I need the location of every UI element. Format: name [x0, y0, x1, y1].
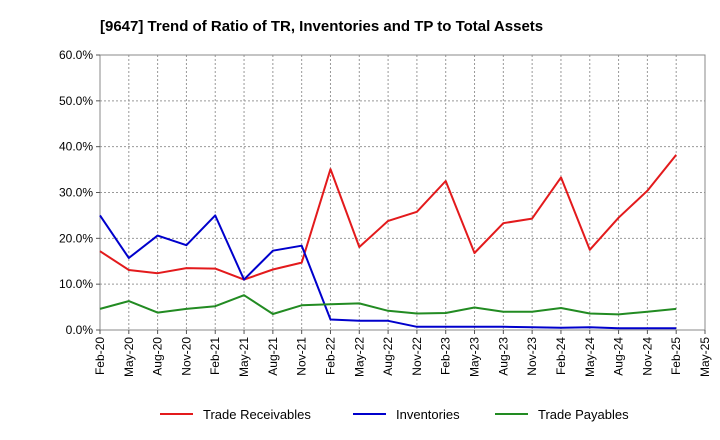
x-tick-label: May-24	[583, 337, 597, 377]
y-tick-label: 10.0%	[59, 277, 93, 291]
y-tick-label: 60.0%	[59, 48, 93, 62]
x-tick-label: Aug-24	[612, 337, 626, 376]
x-tick-label: Aug-23	[496, 337, 510, 376]
legend-label-inventories: Inventories	[396, 407, 460, 422]
legend-label-trade-payables: Trade Payables	[538, 407, 629, 422]
x-tick-label: Aug-21	[266, 337, 280, 376]
y-axis-ticks: 0.0% 10.0% 20.0% 30.0% 40.0% 50.0% 60.0%	[59, 48, 100, 337]
x-tick-label: Feb-20	[93, 337, 107, 375]
y-tick-label: 0.0%	[66, 323, 94, 337]
series-line-trade-receivables	[99, 154, 677, 281]
x-tick-label: May-23	[468, 337, 482, 377]
x-tick-label: Feb-21	[208, 337, 222, 375]
x-tick-label: Feb-25	[669, 337, 683, 375]
x-tick-label: Nov-20	[179, 337, 193, 376]
x-tick-label: May-25	[698, 337, 712, 377]
y-tick-label: 40.0%	[59, 140, 93, 154]
x-tick-label: May-20	[122, 337, 136, 377]
x-tick-label: Feb-23	[439, 337, 453, 375]
x-tick-label: Nov-22	[410, 337, 424, 376]
x-tick-label: May-21	[237, 337, 251, 377]
plot-frame	[99, 54, 706, 331]
legend-label-trade-receivables: Trade Receivables	[203, 407, 311, 422]
grid	[100, 54, 705, 330]
x-tick-label: Aug-20	[151, 337, 165, 376]
x-tick-label: Nov-23	[525, 337, 539, 376]
x-tick-label: Feb-24	[554, 337, 568, 375]
series-line-inventories	[99, 214, 677, 330]
series-lines	[99, 154, 677, 330]
x-tick-label: Feb-22	[323, 337, 337, 375]
legend: Trade Receivables Inventories Trade Payabl…	[160, 407, 629, 422]
y-tick-label: 20.0%	[59, 231, 93, 245]
x-axis-ticks: Feb-20 May-20 Aug-20 Nov-20 Feb-21 May-21 Aug-…	[93, 330, 712, 377]
x-tick-label: Aug-22	[381, 337, 395, 376]
y-tick-label: 50.0%	[59, 94, 93, 108]
x-tick-label: Nov-21	[295, 337, 309, 376]
x-tick-label: May-22	[352, 337, 366, 377]
chart-title: [9647] Trend of Ratio of TR, Inventories…	[100, 18, 543, 35]
x-tick-label: Nov-24	[640, 337, 654, 376]
y-tick-label: 30.0%	[59, 186, 93, 200]
series-line-trade-payables	[99, 294, 677, 316]
